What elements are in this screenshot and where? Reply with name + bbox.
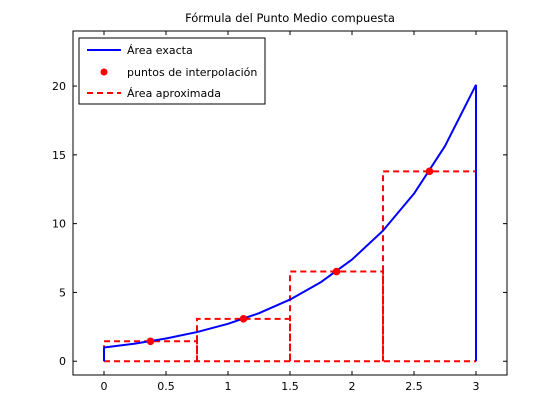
chart-title: Fórmula del Punto Medio compuesta	[185, 11, 395, 25]
x-tick-label: 1	[225, 380, 232, 393]
approx-rect	[289, 270, 384, 362]
approx-rect	[103, 340, 198, 362]
tick-layer: 0 0.5 1 1.5 2 2.5 3 0 5 10 15 20	[52, 31, 507, 393]
approx-rect	[196, 317, 291, 362]
x-tick-label: 2.5	[405, 380, 423, 393]
x-tick-label: 2	[349, 380, 356, 393]
y-tick-label: 20	[52, 80, 66, 93]
approx-rect	[382, 170, 477, 362]
legend-label-aproximada: Área aproximada	[127, 87, 221, 100]
x-tick-label: 1.5	[281, 380, 299, 393]
x-tick-label: 3	[473, 380, 480, 393]
y-tick-label: 0	[59, 355, 66, 368]
legend-label-puntos: puntos de interpolación	[127, 66, 257, 79]
y-tick-label: 5	[59, 286, 66, 299]
x-tick-label: 0.5	[157, 380, 175, 393]
legend-marker-puntos	[100, 68, 108, 76]
interpolation-point	[425, 167, 434, 176]
plot-layer	[103, 84, 477, 363]
interpolation-point	[332, 267, 341, 276]
y-tick-label: 10	[52, 218, 66, 231]
legend-label-exacta: Área exacta	[127, 44, 193, 57]
legend: Área exacta puntos de interpolación Área…	[78, 37, 266, 105]
interpolation-point	[239, 315, 248, 323]
x-tick-label: 0	[101, 380, 108, 393]
y-tick-label: 15	[52, 149, 66, 162]
interpolation-point	[146, 337, 155, 346]
exact-curve	[103, 84, 477, 349]
